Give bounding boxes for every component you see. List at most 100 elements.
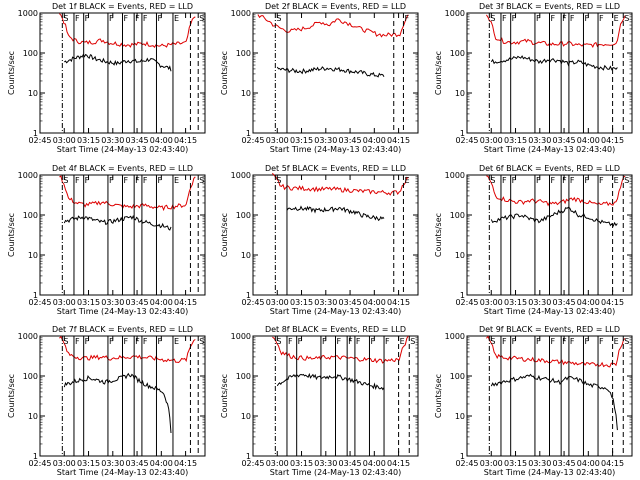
event-marker-label: E (174, 14, 179, 23)
x-tick-label: 04:15 (387, 459, 410, 468)
event-marker-label: F (157, 176, 162, 185)
x-tick-label: 04:15 (601, 136, 624, 145)
event-marker-label: F (348, 337, 353, 346)
x-tick-label: 03:45 (339, 459, 362, 468)
event-marker-label: F (599, 337, 604, 346)
events-series-line (276, 372, 385, 391)
event-marker-label: F (551, 176, 556, 185)
event-marker-label: F (109, 337, 114, 346)
event-marker-label: S (63, 176, 68, 185)
event-marker-label: F (157, 337, 162, 346)
x-tick-label: 04:00 (150, 136, 173, 145)
lld-series-line (257, 14, 409, 38)
event-marker-label: F (536, 14, 541, 23)
event-marker-label: F (85, 14, 90, 23)
events-series-line (490, 373, 618, 431)
event-marker-label: F (143, 337, 148, 346)
x-tick-label: 03:15 (290, 459, 313, 468)
x-tick-label: 04:00 (577, 298, 600, 307)
y-tick-label: 10 (455, 251, 465, 260)
x-axis-label: Start Time (24-May-13 02:43:40) (484, 145, 615, 154)
event-marker-label: F (322, 337, 327, 346)
y-tick-label: 10 (28, 251, 38, 260)
event-marker-label: E (614, 337, 619, 346)
event-marker-label: F (124, 176, 129, 185)
event-marker-label: S (490, 176, 495, 185)
y-tick-label: 10 (28, 412, 38, 421)
x-tick-label: 03:00 (266, 459, 289, 468)
detector-panel-8: Det 8f BLACK = Events, RED = LLD 1 10 100 10… (220, 325, 419, 477)
event-marker-label: S (624, 337, 629, 346)
y-tick-label: 1 (246, 452, 251, 461)
event-marker-label: F (584, 337, 589, 346)
event-marker-label: S (410, 337, 415, 346)
panel-title: Det 2f BLACK = Events, RED = LLD (265, 2, 406, 11)
event-marker-label: F (502, 14, 507, 23)
x-tick-label: 03:00 (53, 136, 76, 145)
x-axis-label: Start Time (24-May-13 02:43:40) (270, 307, 401, 316)
y-tick-label: 100 (23, 372, 38, 381)
y-axis-label: Counts/sec (220, 51, 229, 95)
y-tick-label: 100 (23, 49, 38, 58)
detector-panel-2: Det 2f BLACK = Events, RED = LLD 1 10 100 10… (220, 2, 419, 154)
event-marker-label: F (109, 14, 114, 23)
event-marker-label: F (356, 337, 361, 346)
x-tick-label: 03:30 (528, 298, 551, 307)
y-tick-label: 100 (236, 49, 251, 58)
x-tick-label: 02:45 (241, 298, 264, 307)
event-marker-label: F (562, 14, 567, 23)
event-marker-label: F (502, 176, 507, 185)
y-tick-label: 1 (33, 452, 38, 461)
event-marker-label: F (512, 14, 517, 23)
event-marker-label: F (551, 337, 556, 346)
panel-title: Det 4f BLACK = Events, RED = LLD (52, 164, 193, 173)
y-tick-label: 10 (241, 251, 251, 260)
event-marker-label: F (562, 337, 567, 346)
x-tick-label: 03:45 (553, 298, 576, 307)
x-tick-label: 03:45 (126, 136, 149, 145)
x-tick-label: 03:00 (53, 459, 76, 468)
x-tick-label: 03:45 (553, 136, 576, 145)
events-series-line (276, 66, 385, 78)
event-marker-label: E (174, 176, 179, 185)
x-tick-label: 04:15 (174, 136, 197, 145)
event-marker-label: F (337, 337, 342, 346)
y-axis-label: Counts/sec (434, 51, 443, 95)
event-marker-label: S (276, 337, 281, 346)
x-tick-label: 03:30 (528, 459, 551, 468)
x-tick-label: 03:45 (126, 298, 149, 307)
x-axis-label: Start Time (24-May-13 02:43:40) (270, 145, 401, 154)
event-marker-label: S (63, 337, 68, 346)
y-tick-label: 1000 (445, 332, 465, 341)
y-tick-label: 1000 (231, 171, 251, 180)
lld-series-line (485, 14, 626, 48)
y-tick-label: 100 (236, 211, 251, 220)
x-tick-label: 02:45 (455, 136, 478, 145)
x-axis-label: Start Time (24-May-13 02:43:40) (484, 468, 615, 477)
y-tick-label: 1000 (445, 171, 465, 180)
events-series-line (63, 372, 172, 434)
x-tick-label: 04:00 (577, 136, 600, 145)
event-marker-label: F (85, 337, 90, 346)
x-tick-label: 04:00 (150, 459, 173, 468)
x-tick-label: 03:00 (480, 459, 503, 468)
x-tick-label: 03:00 (480, 298, 503, 307)
x-tick-label: 04:15 (174, 298, 197, 307)
event-marker-label: F (124, 14, 129, 23)
x-tick-label: 04:15 (174, 459, 197, 468)
x-tick-label: 02:45 (28, 136, 51, 145)
x-tick-label: 03:45 (339, 136, 362, 145)
x-tick-label: 03:00 (53, 298, 76, 307)
x-tick-label: 03:00 (266, 136, 289, 145)
event-marker-label: E (174, 337, 179, 346)
event-marker-label: F (570, 337, 575, 346)
panel-title: Det 1f BLACK = Events, RED = LLD (52, 2, 193, 11)
x-tick-label: 02:45 (455, 298, 478, 307)
event-marker-label: F (135, 337, 140, 346)
x-axis-label: Start Time (24-May-13 02:43:40) (57, 307, 188, 316)
y-tick-label: 100 (23, 211, 38, 220)
plot-frame (252, 12, 419, 134)
y-axis-label: Counts/sec (7, 374, 16, 418)
event-marker-label: F (143, 176, 148, 185)
